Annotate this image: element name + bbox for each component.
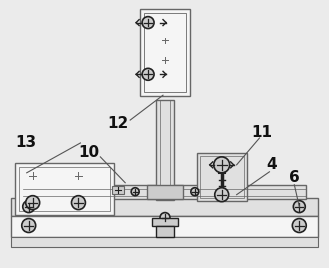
- Bar: [156, 100, 174, 200]
- Circle shape: [142, 17, 154, 29]
- Circle shape: [293, 201, 305, 213]
- Text: 6: 6: [289, 170, 300, 185]
- Circle shape: [71, 196, 86, 210]
- Circle shape: [292, 219, 306, 232]
- Circle shape: [191, 188, 199, 196]
- Bar: [156, 226, 174, 237]
- Bar: [19, 167, 110, 211]
- Text: 13: 13: [15, 135, 36, 150]
- Text: 10: 10: [78, 146, 99, 161]
- Circle shape: [131, 188, 139, 196]
- Bar: [200, 156, 243, 198]
- Circle shape: [142, 68, 154, 80]
- Bar: [152, 218, 178, 226]
- Text: 4: 4: [266, 157, 277, 172]
- Circle shape: [215, 188, 229, 202]
- Text: 12: 12: [108, 116, 129, 131]
- Bar: [140, 9, 190, 96]
- Bar: [11, 215, 318, 237]
- Text: 11: 11: [251, 125, 272, 140]
- Bar: [112, 186, 124, 194]
- Bar: [144, 13, 186, 92]
- Circle shape: [22, 219, 36, 232]
- Bar: [11, 198, 318, 215]
- Circle shape: [23, 201, 35, 213]
- Bar: [15, 163, 114, 215]
- Bar: [11, 237, 318, 247]
- Circle shape: [160, 213, 170, 222]
- Circle shape: [26, 196, 40, 210]
- Bar: [197, 153, 246, 201]
- Bar: [147, 185, 183, 199]
- Circle shape: [214, 157, 230, 173]
- Bar: [23, 185, 306, 199]
